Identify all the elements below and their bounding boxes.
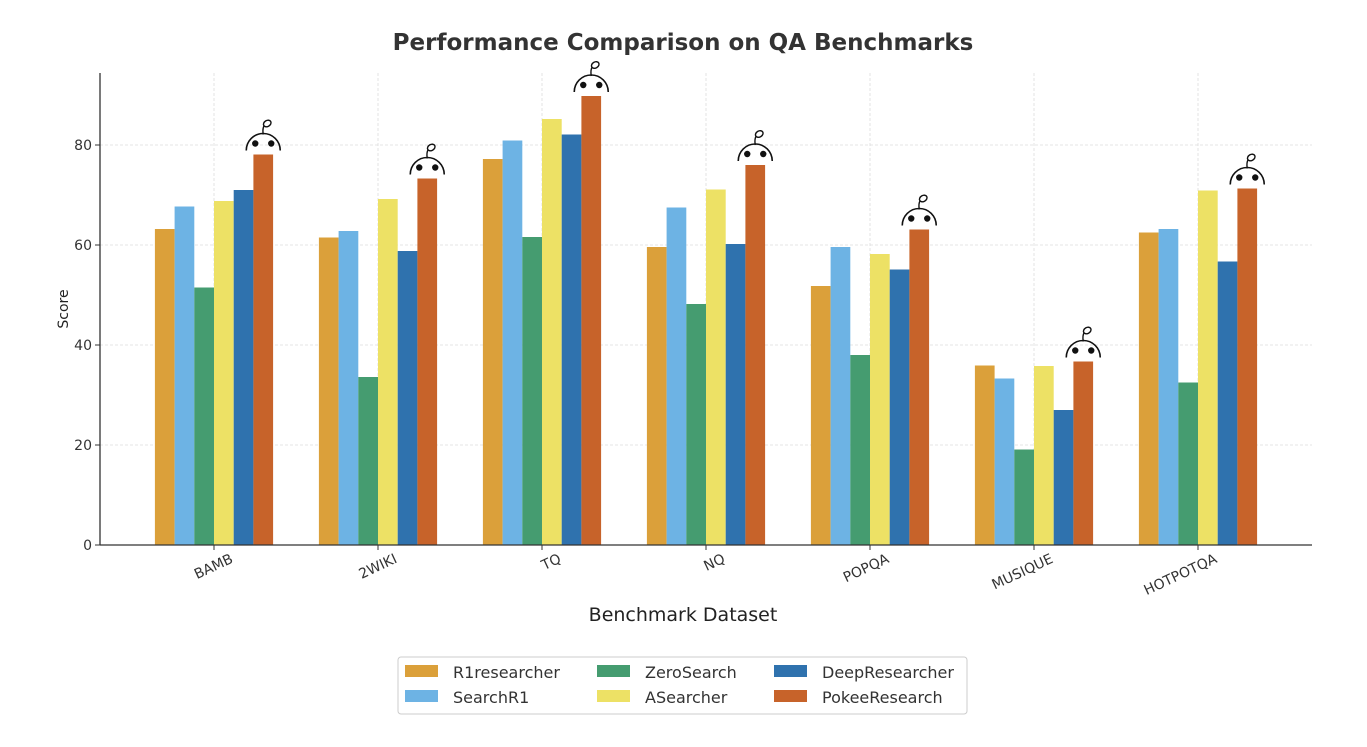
legend-item-asearcher: ASearcher (597, 688, 728, 707)
legend-label: PokeeResearch (822, 688, 943, 707)
legend-label: ASearcher (645, 688, 728, 707)
bar-r1researcher-2wiki (318, 237, 339, 545)
bars (154, 96, 1258, 545)
bar-zerosearch-2wiki (358, 377, 378, 545)
y-tick-label: 60 (74, 238, 92, 254)
bar-searchr1-popqa (830, 247, 851, 545)
bar-asearcher-bamb (214, 201, 234, 545)
bar-r1researcher-tq (482, 159, 503, 545)
bar-zerosearch-hotpotqa (1178, 382, 1198, 545)
x-ticks: BAMB 2WIKI TQ NQ POPQA MUSIQUE HOTPOTQA (192, 545, 1220, 599)
bar-searchr1-hotpotqa (1158, 229, 1179, 545)
bar-asearcher-tq (542, 119, 562, 545)
legend-item-searchr1: SearchR1 (405, 688, 529, 707)
legend-label: DeepResearcher (822, 663, 954, 682)
legend-swatch (597, 690, 630, 702)
legend-item-zerosearch: ZeroSearch (597, 663, 737, 682)
legend-frame (397, 656, 968, 715)
bar-deepresearcher-musique (1053, 410, 1074, 545)
bar-r1researcher-bamb (154, 229, 175, 545)
bar-asearcher-2wiki (378, 199, 398, 545)
y-axis-label: Score (56, 289, 72, 328)
mascot-face-icon (1065, 326, 1102, 358)
mascot-face-icon (737, 130, 774, 162)
bar-deepresearcher-nq (725, 244, 746, 545)
x-tick-label: 2WIKI (356, 551, 399, 582)
bar-r1researcher-musique (974, 365, 995, 545)
bar-deepresearcher-2wiki (397, 251, 418, 545)
x-tick-label: POPQA (841, 551, 892, 586)
legend-swatch (597, 665, 630, 677)
bar-searchr1-bamb (174, 206, 195, 545)
mascot-face-icon (1229, 153, 1266, 185)
mascot-face-icon (245, 119, 282, 151)
mascot-markers (245, 61, 1266, 358)
bar-r1researcher-hotpotqa (1138, 232, 1159, 545)
legend-swatch (405, 690, 438, 702)
bar-pokeeresearch-hotpotqa (1237, 188, 1258, 545)
y-tick-label: 80 (74, 138, 92, 154)
bar-pokeeresearch-tq (581, 96, 602, 545)
bar-asearcher-nq (706, 189, 726, 545)
bar-pokeeresearch-2wiki (417, 178, 438, 545)
bar-pokeeresearch-musique (1073, 361, 1094, 545)
bar-deepresearcher-bamb (233, 190, 254, 545)
bar-pokeeresearch-bamb (253, 154, 274, 545)
y-ticks: 0 20 40 60 80 (74, 138, 100, 554)
bar-deepresearcher-hotpotqa (1217, 261, 1238, 545)
mascot-face-icon (901, 194, 938, 226)
bar-zerosearch-tq (522, 237, 542, 545)
x-tick-label: MUSIQUE (990, 551, 1056, 593)
bar-r1researcher-popqa (810, 286, 831, 545)
x-tick-label: TQ (538, 551, 563, 574)
legend-swatch (405, 665, 438, 677)
bar-deepresearcher-tq (561, 134, 582, 545)
legend-label: SearchR1 (453, 688, 529, 707)
bar-searchr1-2wiki (338, 231, 359, 545)
bar-deepresearcher-popqa (889, 269, 910, 545)
legend-label: ZeroSearch (645, 663, 737, 682)
y-tick-label: 0 (83, 538, 92, 554)
bar-zerosearch-musique (1014, 449, 1034, 545)
bar-zerosearch-popqa (850, 355, 870, 545)
x-axis-label: Benchmark Dataset (589, 604, 778, 626)
x-tick-label: HOTPOTQA (1142, 551, 1220, 599)
bar-searchr1-nq (666, 207, 687, 545)
bar-zerosearch-nq (686, 304, 706, 545)
bar-searchr1-tq (502, 140, 523, 545)
legend-item-pokeeresearch: PokeeResearch (774, 688, 943, 707)
legend-item-deepresearcher: DeepResearcher (774, 663, 954, 682)
bar-searchr1-musique (994, 378, 1015, 545)
bar-asearcher-hotpotqa (1198, 190, 1218, 545)
bar-pokeeresearch-popqa (909, 229, 930, 545)
bar-pokeeresearch-nq (745, 165, 766, 545)
legend-label: R1researcher (453, 663, 560, 682)
legend-swatch (774, 665, 807, 677)
mascot-face-icon (573, 61, 610, 93)
x-tick-label: BAMB (192, 551, 236, 583)
bar-asearcher-musique (1034, 366, 1054, 545)
legend: R1researcher SearchR1 ZeroSearch ASearcher D… (397, 656, 968, 715)
bar-asearcher-popqa (870, 254, 890, 545)
mascot-face-icon (409, 143, 446, 175)
bar-zerosearch-bamb (194, 287, 214, 545)
y-tick-label: 20 (74, 438, 92, 454)
x-tick-label: NQ (701, 551, 727, 575)
legend-swatch (774, 690, 807, 702)
y-tick-label: 40 (74, 338, 92, 354)
chart-title: Performance Comparison on QA Benchmarks (393, 30, 974, 56)
legend-item-r1researcher: R1researcher (405, 663, 560, 682)
bar-r1researcher-nq (646, 247, 667, 545)
